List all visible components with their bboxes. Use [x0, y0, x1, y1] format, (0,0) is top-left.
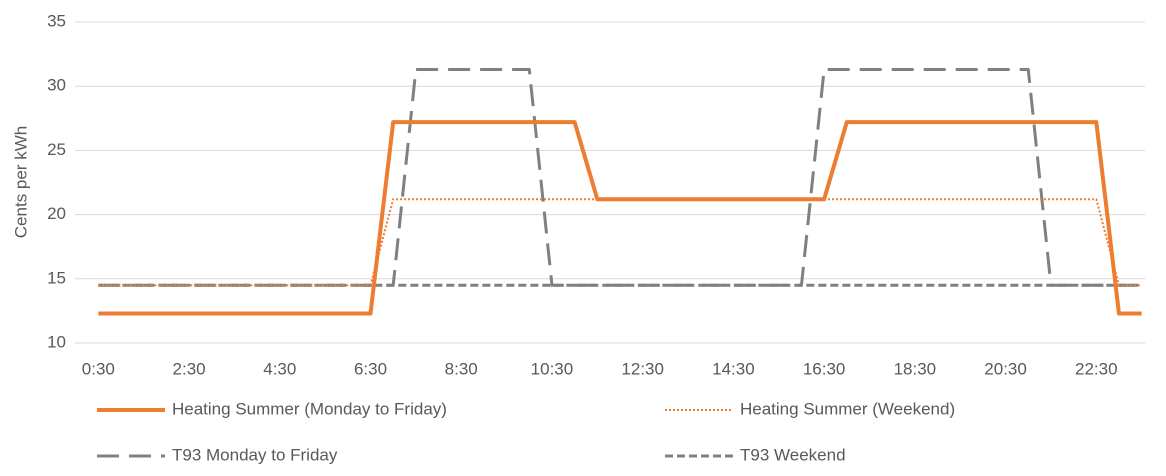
x-tick-label: 10:30 — [531, 359, 574, 378]
x-tick-label: 14:30 — [712, 359, 755, 378]
x-tick-label: 12:30 — [621, 359, 664, 378]
x-tick-label: 8:30 — [445, 359, 478, 378]
y-tick-label: 30 — [47, 76, 66, 95]
y-tick-label: 35 — [47, 11, 66, 30]
x-tick-label: 20:30 — [984, 359, 1027, 378]
x-tick-label: 4:30 — [263, 359, 296, 378]
x-tick-label: 22:30 — [1075, 359, 1118, 378]
legend-label: Heating Summer (Monday to Friday) — [172, 399, 447, 418]
legend-label: Heating Summer (Weekend) — [740, 399, 955, 418]
y-axis-label: Cents per kWh — [11, 126, 30, 238]
x-tick-label: 18:30 — [894, 359, 937, 378]
x-tick-label: 0:30 — [82, 359, 115, 378]
series-line — [98, 68, 1142, 287]
legend-label: T93 Weekend — [740, 445, 846, 464]
y-tick-label: 20 — [47, 204, 66, 223]
y-tick-label: 25 — [47, 140, 66, 159]
series-line — [98, 120, 1142, 316]
y-tick-label: 10 — [47, 332, 66, 351]
x-tick-label: 6:30 — [354, 359, 387, 378]
x-tick-label: 16:30 — [803, 359, 846, 378]
series-line — [98, 198, 1142, 287]
y-tick-label: 15 — [47, 268, 66, 287]
legend-label: T93 Monday to Friday — [172, 445, 338, 464]
x-tick-label: 2:30 — [173, 359, 206, 378]
